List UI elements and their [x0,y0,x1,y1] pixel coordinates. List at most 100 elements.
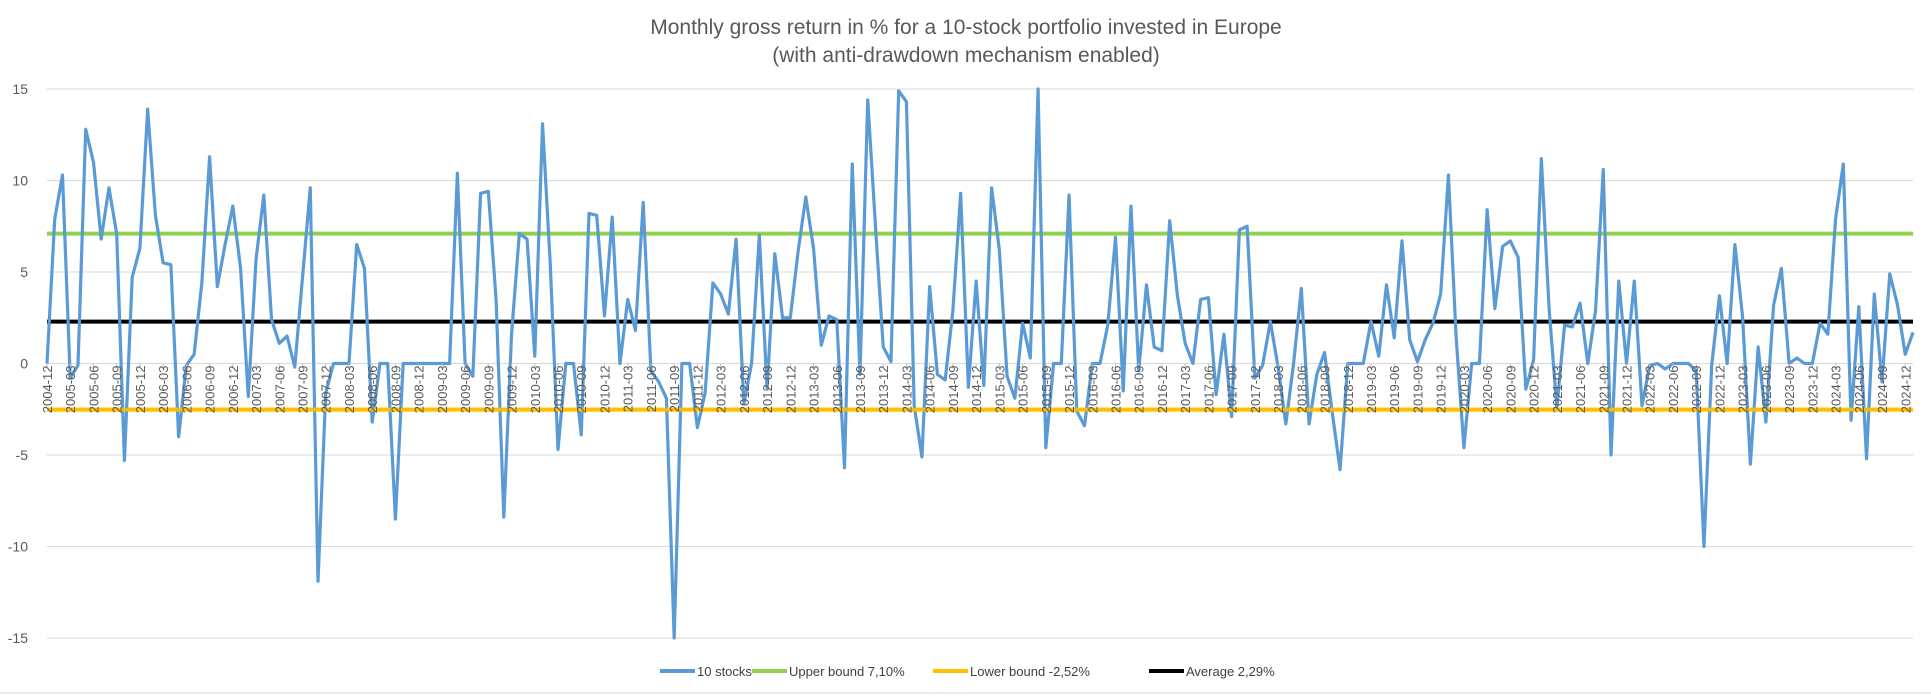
x-tick-label: 2021-12 [1620,366,1635,414]
x-tick-label: 2021-09 [1596,366,1611,414]
x-tick-label: 2012-12 [783,366,798,414]
y-tick-label: 10 [12,173,28,189]
x-tick-label: 2019-06 [1387,366,1402,414]
x-tick-label: 2008-06 [365,366,380,414]
x-tick-label: 2011-06 [644,366,659,413]
x-tick-label: 2015-12 [1062,366,1077,414]
x-tick-label: 2009-12 [505,366,520,414]
series-lines [45,87,1915,640]
x-tick-label: 2024-03 [1829,366,1844,414]
x-tick-label: 2016-12 [1155,366,1170,414]
x-tick-label: 2020-03 [1457,366,1472,414]
legend-item: Upper bound 7,10% [752,664,905,679]
legend-item: Average 2,29% [1149,664,1275,679]
x-tick-label: 2015-06 [1016,366,1031,414]
x-tick-label: 2007-12 [319,366,334,414]
x-tick-label: 2004-12 [40,366,55,414]
x-tick-label: 2018-12 [1341,366,1356,414]
x-tick-label: 2023-06 [1759,366,1774,414]
x-axis: 2004-12 2005-03 2005-06 2005-09 2005-12 2006-… [40,363,1913,414]
x-tick-label: 2019-09 [1410,366,1425,414]
chart-title: Monthly gross return in % for a 10-stock… [650,16,1281,39]
x-tick-label: 2020-09 [1503,366,1518,414]
x-tick-label: 2012-09 [760,366,775,414]
x-tick-label: 2014-12 [969,366,984,414]
x-tick-label: 2011-12 [690,366,705,413]
x-tick-label: 2023-03 [1736,366,1751,414]
x-tick-label: 2006-03 [156,366,171,414]
x-tick-label: 2013-12 [876,366,891,414]
x-tick-label: 2012-03 [714,366,729,414]
x-tick-label: 2024-12 [1898,366,1913,414]
x-tick-label: 2009-06 [458,366,473,414]
x-tick-label: 2022-03 [1643,366,1658,414]
x-tick-label: 2011-09 [667,366,682,413]
x-tick-label: 2017-09 [1225,366,1240,414]
x-tick-label: 2022-12 [1712,366,1727,414]
x-tick-label: 2018-03 [1271,366,1286,414]
x-tick-label: 2010-03 [528,366,543,414]
x-tick-label: 2008-12 [412,366,427,414]
x-tick-label: 2008-03 [342,366,357,414]
x-tick-label: 2006-12 [226,366,241,414]
legend-label: Upper bound 7,10% [789,664,905,679]
chart-subtitle: (with anti-drawdown mechanism enabled) [772,44,1160,67]
x-tick-label: 2017-06 [1201,366,1216,414]
x-tick-label: 2006-09 [203,366,218,414]
y-axis: -15 -10 -5 0 5 10 15 [8,81,28,646]
x-tick-label: 2023-09 [1782,366,1797,414]
x-tick-label: 2024-09 [1875,366,1890,414]
y-tick-label: -15 [8,630,28,646]
x-tick-label: 2008-09 [388,366,403,414]
series-line-10-stocks [45,87,1915,640]
x-tick-label: 2007-06 [272,366,287,414]
legend-item: 10 stocks [660,664,752,679]
x-tick-label: 2010-12 [597,366,612,414]
x-tick-label: 2015-09 [1039,366,1054,414]
x-tick-label: 2005-12 [133,366,148,414]
x-tick-label: 2005-06 [86,366,101,414]
x-tick-label: 2010-06 [551,366,566,414]
x-tick-label: 2021-06 [1573,366,1588,414]
x-tick-label: 2020-06 [1480,366,1495,414]
x-tick-label: 2022-09 [1689,366,1704,414]
x-tick-label: 2022-06 [1666,366,1681,414]
gridlines [0,88,1931,694]
x-tick-label: 2018-06 [1294,366,1309,414]
x-tick-label: 2014-06 [923,366,938,414]
legend-label: Average 2,29% [1186,664,1275,679]
x-tick-label: 2009-09 [481,365,496,413]
x-tick-label: 2024-06 [1852,366,1867,414]
legend-item: Lower bound -2,52% [933,664,1090,679]
x-tick-label: 2005-03 [63,366,78,414]
x-tick-label: 2020-12 [1527,366,1542,414]
x-tick-label: 2013-06 [830,366,845,414]
y-tick-label: 0 [20,356,28,372]
x-tick-label: 2012-06 [737,366,752,414]
legend-label: Lower bound -2,52% [970,664,1090,679]
y-tick-label: -10 [8,539,28,555]
x-tick-label: 2011-03 [621,366,636,413]
x-tick-label: 2016-06 [1108,366,1123,414]
y-tick-label: 5 [20,264,28,280]
x-tick-label: 2013-03 [807,366,822,414]
x-tick-label: 2013-09 [853,366,868,414]
x-tick-label: 2019-03 [1364,366,1379,414]
x-tick-label: 2005-09 [110,366,125,414]
legend-label: 10 stocks [697,664,752,679]
x-tick-label: 2009-03 [435,366,450,414]
legend: 10 stocks Upper bound 7,10% Lower bound -2… [660,664,1275,679]
x-tick-label: 2016-09 [1132,366,1147,414]
x-tick-label: 2014-09 [946,366,961,414]
x-tick-label: 2014-03 [899,366,914,414]
x-tick-label: 2019-12 [1434,366,1449,414]
x-tick-label: 2023-12 [1805,366,1820,414]
x-tick-label: 2021-03 [1550,366,1565,414]
x-tick-label: 2015-03 [992,366,1007,414]
x-tick-label: 2006-06 [179,366,194,414]
y-tick-label: 15 [12,81,28,97]
x-tick-label: 2007-03 [249,366,264,414]
x-tick-label: 2017-12 [1248,366,1263,414]
